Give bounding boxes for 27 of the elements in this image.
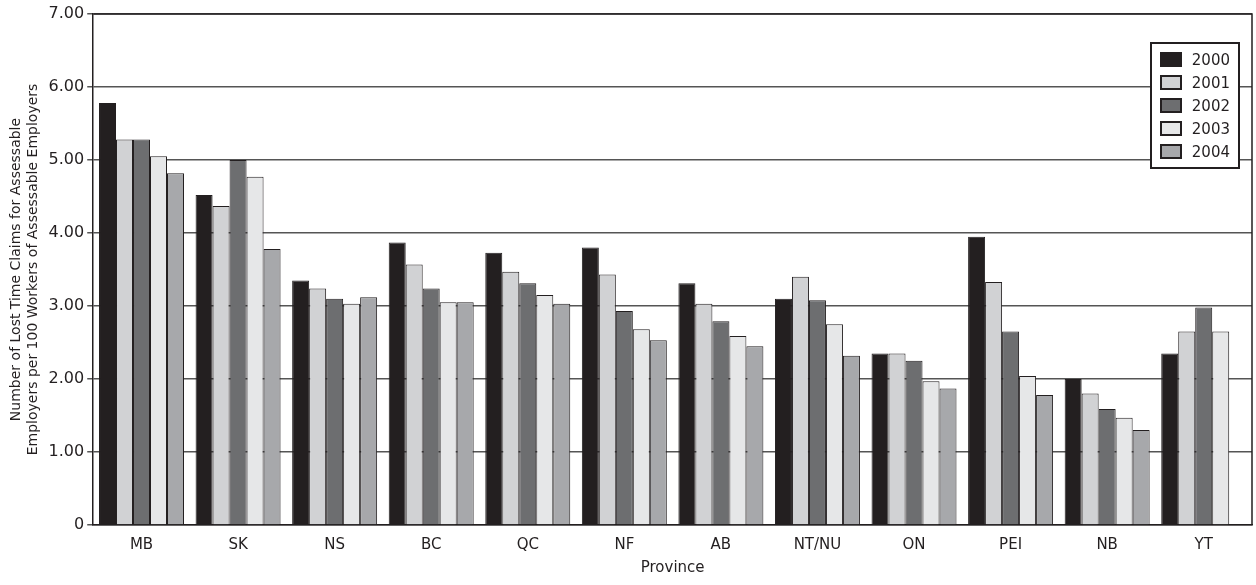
x-tick-label: NS [324, 534, 346, 553]
x-tick-label: MB [129, 534, 154, 553]
y-tick-label: 7.00 [48, 3, 85, 23]
x-tick-label: PEI [999, 534, 1023, 553]
y-tick-label: 5.00 [48, 149, 85, 169]
y-tick-label: 0 [74, 514, 85, 534]
y-tick-label: 2.00 [48, 368, 85, 388]
y-tick-label: 1.00 [48, 441, 85, 461]
legend-label: 2000 [1191, 50, 1230, 69]
x-tick-label: AB [710, 534, 732, 553]
x-tick-label: ON [902, 534, 926, 553]
x-tick-label: SK [228, 534, 249, 553]
legend-label: 2004 [1191, 142, 1230, 161]
x-tick-label: NF [614, 534, 635, 553]
x-tick-label: NB [1096, 534, 1118, 553]
y-tick-label: 3.00 [48, 295, 85, 315]
x-axis-title: Province [640, 557, 705, 576]
x-tick-label: NT/NU [793, 534, 842, 553]
y-tick-label: 4.00 [48, 222, 85, 242]
x-tick-label: BC [420, 534, 442, 553]
x-tick-label: QC [516, 534, 539, 553]
x-tick-label: YT [1193, 534, 1214, 553]
legend-label: 2001 [1191, 73, 1230, 92]
legend-label: 2002 [1191, 96, 1230, 115]
y-tick-label: 6.00 [48, 76, 85, 96]
legend-label: 2003 [1191, 119, 1230, 138]
y-axis-title: Number of Lost Time Claims for Assessable Employers per 100 Workers of Assessable Employers [7, 83, 40, 456]
